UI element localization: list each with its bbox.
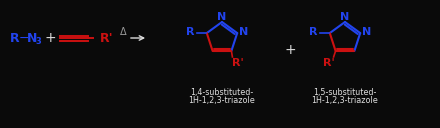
Text: N: N <box>238 27 248 37</box>
Text: −: − <box>19 31 29 45</box>
Text: R': R' <box>323 58 334 68</box>
Text: N: N <box>341 12 350 22</box>
Text: +: + <box>44 31 56 45</box>
Text: 1,5-substituted-: 1,5-substituted- <box>313 88 377 97</box>
Text: 1,4-substituted-: 1,4-substituted- <box>191 88 253 97</box>
Text: N: N <box>217 12 227 22</box>
Text: +: + <box>284 43 296 57</box>
Text: R': R' <box>100 31 114 45</box>
Text: 3: 3 <box>35 36 41 45</box>
Text: R: R <box>10 31 20 45</box>
Text: Δ: Δ <box>120 27 126 37</box>
Text: N: N <box>27 31 37 45</box>
Text: R: R <box>308 27 317 37</box>
Text: 1H-1,2,3-triazole: 1H-1,2,3-triazole <box>189 97 255 105</box>
Text: R': R' <box>231 58 243 68</box>
Text: R: R <box>186 27 194 37</box>
Text: N: N <box>362 27 371 37</box>
Text: 1H-1,2,3-triazole: 1H-1,2,3-triazole <box>312 97 378 105</box>
